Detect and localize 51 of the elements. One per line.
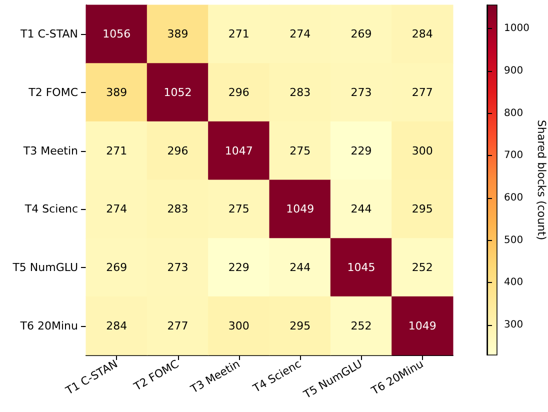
color-bar-label: 900 <box>504 66 524 77</box>
data-label: 229 <box>350 144 372 158</box>
data-label: 271 <box>106 144 128 158</box>
data-label: 284 <box>412 28 433 41</box>
data-label: 295 <box>290 319 311 332</box>
data-label: 389 <box>167 28 188 41</box>
color-bar-title: Shared blocks (count) <box>535 120 548 240</box>
y-tick-label: T4 Scienc <box>24 202 78 216</box>
data-label: 273 <box>167 261 188 274</box>
color-bar-label: 400 <box>504 277 524 288</box>
data-label: 252 <box>350 319 372 332</box>
y-tick-label: T2 FOMC <box>28 86 78 99</box>
data-label: 389 <box>106 86 128 99</box>
data-label: 275 <box>290 144 311 158</box>
data-label: 275 <box>228 202 250 216</box>
data-label: 274 <box>106 202 128 216</box>
color-bar-label: 800 <box>504 108 524 119</box>
data-label: 244 <box>350 202 372 216</box>
data-label: 1045 <box>347 261 376 274</box>
data-label: 1052 <box>164 86 192 99</box>
data-label: 1047 <box>224 144 253 158</box>
color-bar-label: 1000 <box>504 23 530 34</box>
data-label: 269 <box>350 28 372 41</box>
data-label: 296 <box>228 86 250 99</box>
data-label: 244 <box>290 261 311 274</box>
data-label: 274 <box>290 28 311 41</box>
data-label: 296 <box>167 144 188 158</box>
data-label: 300 <box>228 319 250 332</box>
y-tick-label: T5 NumGLU <box>12 261 78 274</box>
data-label: 1056 <box>102 28 131 41</box>
data-label: 283 <box>290 86 311 99</box>
y-tick-label: T1 C-STAN <box>20 28 78 41</box>
color-bar-label: 300 <box>504 319 524 330</box>
data-label: 269 <box>106 261 128 274</box>
data-label: 1049 <box>408 319 436 332</box>
data-label: 271 <box>228 28 250 41</box>
data-label: 283 <box>167 202 188 216</box>
data-label: 277 <box>412 86 433 99</box>
y-tick-label: T6 20Minu <box>19 319 78 332</box>
y-tick-label: T3 Meetin <box>22 144 78 158</box>
data-label: 1049 <box>286 202 314 216</box>
color-bar-label: 500 <box>504 234 524 246</box>
color-bar-label: 700 <box>504 150 524 162</box>
data-label: 273 <box>350 86 372 99</box>
data-label: 277 <box>167 319 188 332</box>
data-label: 252 <box>412 261 433 274</box>
color-bar-label: 600 <box>504 192 524 204</box>
data-label: 295 <box>412 202 433 216</box>
data-label: 284 <box>106 319 128 332</box>
data-label: 229 <box>228 261 250 274</box>
data-label: 300 <box>412 144 433 158</box>
